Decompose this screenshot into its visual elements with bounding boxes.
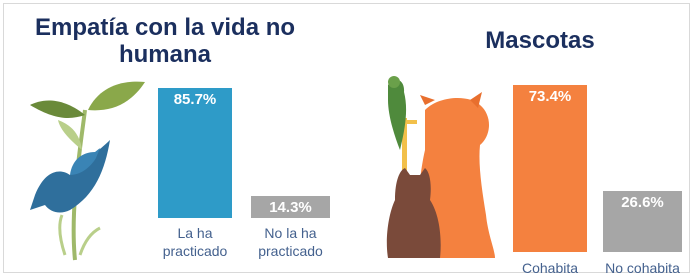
value-label: 73.4% bbox=[513, 88, 587, 105]
bar bbox=[513, 85, 587, 252]
pets-icon bbox=[387, 76, 495, 258]
category-label: No la ha practicado bbox=[243, 224, 339, 260]
chart-title: Empatía con la vida no humana bbox=[30, 14, 300, 68]
value-label: 26.6% bbox=[603, 194, 682, 211]
category-label: Cohabita bbox=[502, 259, 598, 277]
value-label: 14.3% bbox=[251, 199, 330, 216]
plant-bird-icon bbox=[30, 82, 145, 260]
chart-title: Mascotas bbox=[440, 27, 640, 54]
category-label: No cohabita bbox=[595, 259, 691, 277]
value-label: 85.7% bbox=[158, 91, 232, 108]
infographic: Empatía con la vida no humana 85.7% La ha … bbox=[0, 0, 695, 277]
category-label: La ha practicado bbox=[147, 224, 243, 260]
